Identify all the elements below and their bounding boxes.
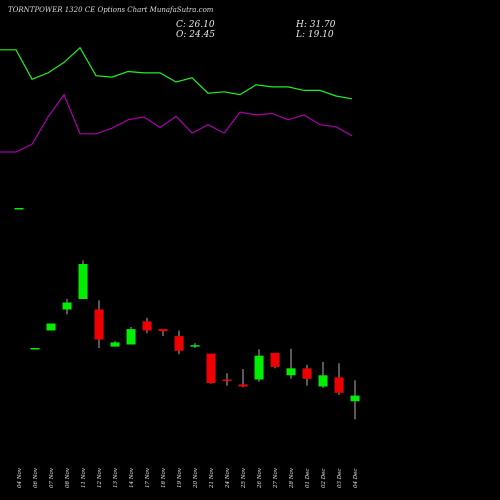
candle-body [350,395,360,402]
candle-body [302,368,312,379]
high-readout: H: 31.70 [296,20,336,30]
candle-body [174,336,184,351]
x-tick-label: 12 Nov [97,467,103,488]
candle-body [254,355,264,380]
candle-body [46,323,56,331]
candle-body [334,377,344,393]
candle-body [318,375,328,387]
x-tick-label: 04 Dec [353,469,359,489]
x-tick-label: 28 Nov [289,467,295,489]
candle-body [190,345,200,347]
candle-body [30,348,40,350]
low-readout: L: 19.10 [296,30,334,40]
x-tick-label: 17 Nov [145,467,151,488]
x-tick-label: 08 Nov [65,467,71,488]
x-tick-label: 19 Nov [177,467,183,488]
x-tick-label: 24 Nov [225,467,231,489]
candle-body [14,208,24,210]
candle-body [126,329,136,345]
x-tick-label: 14 Nov [129,467,135,488]
close-readout: C: 26.10 [176,20,215,30]
x-tick-label: 06 Nov [33,467,39,488]
x-tick-label: 18 Nov [161,467,167,488]
candle-body [270,352,280,367]
x-tick-label: 11 Nov [81,467,87,488]
candle-body [206,353,216,383]
x-tick-label: 03 Dec [337,469,343,489]
open-readout: O: 24.45 [176,30,216,40]
candle-body [142,321,152,331]
candle-body [62,302,72,310]
candle-body [78,264,88,299]
candle-body [286,368,296,376]
x-tick-label: 07 Nov [49,467,55,488]
candle-body [222,379,232,381]
candle-body [94,309,104,340]
x-tick-label: 02 Dec [321,469,327,489]
x-tick-label: 25 Nov [241,467,247,489]
x-tick-label: 27 Nov [273,467,279,489]
candle-body [110,342,120,347]
x-tick-label: 04 Nov [17,467,23,488]
x-tick-label: 01 Dec [305,469,311,489]
x-tick-label: 26 Nov [257,467,263,489]
candle-body [238,384,248,387]
upper-line-series [0,46,353,100]
candle-body [158,329,168,332]
lower-line-series [0,93,353,153]
x-tick-label: 20 Nov [193,467,199,489]
x-tick-label: 13 Nov [113,467,119,488]
x-tick-label: 21 Nov [209,467,215,489]
chart-title: TORNTPOWER 1320 CE Options Chart MunafaS… [8,6,214,14]
